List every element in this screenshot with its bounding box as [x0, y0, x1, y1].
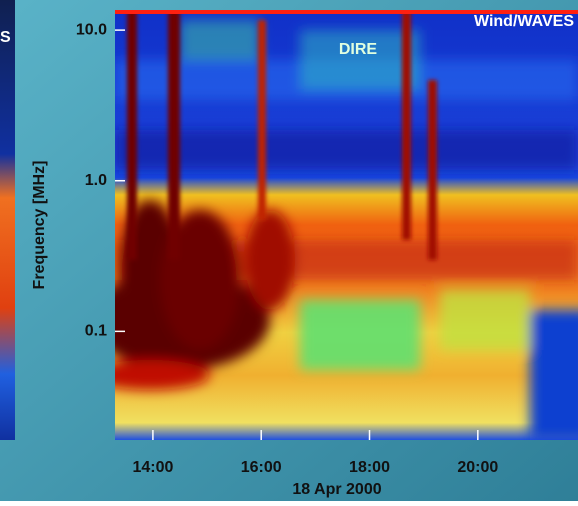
- x-tick-label: 14:00: [132, 459, 173, 476]
- y-tick-label: 10.0: [76, 21, 107, 38]
- x-tick-label: 18:00: [349, 459, 390, 476]
- x-tick-label: 16:00: [241, 459, 282, 476]
- side-panel: [0, 0, 15, 440]
- x-tick-label: 20:00: [457, 459, 498, 476]
- y-tick-label: 0.1: [85, 323, 107, 340]
- side-panel-label: S: [0, 29, 11, 46]
- x-axis-label: 18 Apr 2000: [292, 481, 381, 498]
- spectrogram: [115, 10, 578, 440]
- annotation: DIRE: [339, 41, 378, 58]
- chart-title: Wind/WAVES: [474, 13, 574, 30]
- y-tick-label: 1.0: [85, 172, 107, 189]
- y-axis-label: Frequency [MHz]: [31, 161, 48, 290]
